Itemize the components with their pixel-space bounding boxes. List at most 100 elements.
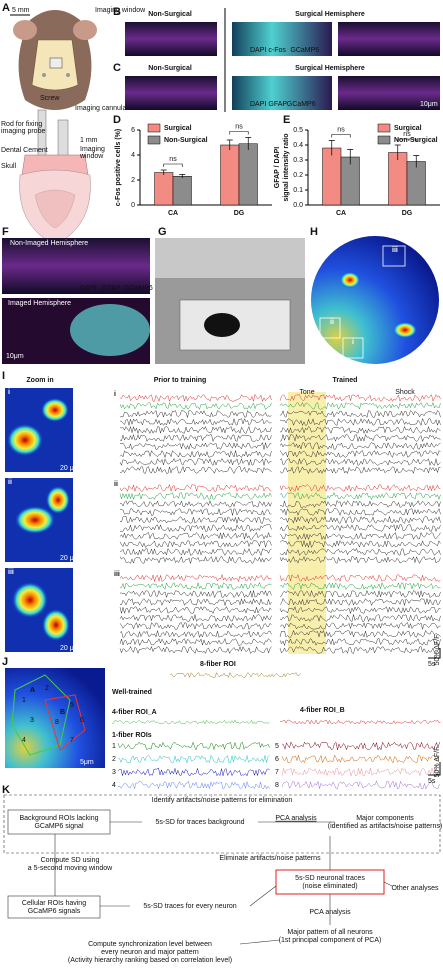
- label: 5s-SD neuronal traces: [295, 875, 365, 882]
- label: Other analyses: [391, 885, 439, 892]
- panel-label: C: [113, 62, 121, 74]
- bar: [173, 176, 191, 205]
- y-axis-label: GFAP / DAPI: [274, 147, 281, 189]
- bar: [389, 153, 407, 206]
- bar: [323, 148, 341, 205]
- legend-swatch: [378, 136, 390, 144]
- label: 3: [30, 717, 34, 724]
- label: 5 mm: [12, 7, 30, 14]
- trace: [120, 443, 272, 450]
- label: Non-Imaged Hemisphere: [10, 240, 88, 247]
- trace: [120, 591, 272, 598]
- trace: [118, 755, 270, 763]
- label: iii: [392, 247, 398, 254]
- label: 20 μm: [415, 353, 435, 360]
- trace: [120, 583, 272, 590]
- label: 10μm: [420, 101, 438, 108]
- trace: [120, 459, 272, 466]
- label: 2: [45, 685, 49, 692]
- bar: [239, 144, 257, 205]
- label: Imaged Hemisphere: [8, 300, 71, 307]
- bar: [407, 162, 425, 206]
- trace: [120, 411, 272, 418]
- y-tick-label: 0.0: [293, 202, 303, 209]
- label: Prior to training: [154, 377, 207, 384]
- trace: [120, 575, 272, 582]
- label: c-Fos: [268, 47, 286, 54]
- label: 1: [112, 743, 116, 750]
- label: 5: [275, 743, 279, 750]
- label: GFAP: [102, 285, 121, 292]
- label: Surgical Hemisphere: [295, 65, 365, 72]
- y-axis-label: c-Fos positive cells (%): [115, 129, 122, 206]
- label: Major components: [356, 815, 414, 822]
- trace: [120, 647, 272, 654]
- trace: [120, 525, 272, 532]
- trace: [120, 501, 272, 508]
- scale-label: 50% ΔF/F: [434, 747, 441, 778]
- label: GCaMP6 signal: [34, 823, 83, 830]
- label: 7: [70, 737, 74, 744]
- label: Screw: [40, 95, 60, 102]
- trace: [118, 742, 270, 750]
- label: 5s: [428, 778, 436, 785]
- bar: [155, 173, 173, 206]
- label: 6: [275, 756, 279, 763]
- legend-swatch: [378, 124, 390, 132]
- label: 5s-SD for traces background: [155, 819, 244, 826]
- label: Non-Surgical: [148, 11, 192, 18]
- label: Shock: [395, 389, 415, 396]
- trace: [120, 533, 272, 540]
- label: GFAP: [268, 101, 287, 108]
- trace: [120, 467, 272, 474]
- panel-label: E: [283, 114, 290, 126]
- label: iii: [8, 569, 14, 576]
- label: 20 μm: [60, 555, 80, 562]
- trace: [120, 549, 272, 556]
- label: 7: [275, 769, 279, 776]
- label: 8: [55, 719, 59, 726]
- label: PCA analysis: [309, 909, 351, 916]
- label: i: [114, 391, 116, 398]
- label: Major pattern of all neurons: [287, 929, 373, 936]
- y-tick-label: 4: [131, 152, 135, 159]
- trace: [120, 623, 272, 630]
- y-tick-label: 0.4: [293, 142, 303, 149]
- y-tick-label: 0.5: [293, 127, 303, 134]
- label: Identify artifacts/noise patterns for el…: [152, 797, 293, 804]
- label: (Activity hierarchy ranking based on cor…: [68, 957, 232, 964]
- label: 10μm: [6, 353, 24, 360]
- label: GCaMP6 signals: [28, 908, 81, 915]
- trace: [120, 485, 272, 492]
- label: i: [352, 339, 354, 346]
- trace: [120, 493, 272, 500]
- label: Compute SD using: [41, 857, 100, 864]
- label: GCaMP6: [124, 285, 153, 292]
- label: Compute synchronization level between: [88, 941, 212, 948]
- label: Well-trained: [112, 689, 152, 696]
- label: Imaging cannula: [75, 105, 126, 112]
- legend-label: Non-Surgical: [394, 137, 438, 144]
- trace: [120, 599, 272, 606]
- annotation: ns: [337, 126, 345, 133]
- label: DAPI: [250, 101, 266, 108]
- trace: [120, 435, 272, 442]
- label: window: [79, 153, 104, 160]
- legend-label: Surgical: [164, 125, 192, 132]
- panel-label: F: [2, 226, 9, 238]
- trace: [120, 615, 272, 622]
- trace: [118, 781, 270, 789]
- trace: [120, 639, 272, 646]
- panel-label: J: [2, 656, 8, 668]
- label: Trained: [333, 377, 358, 384]
- legend-label: Non-Surgical: [164, 137, 208, 144]
- x-tick-label: DG: [234, 210, 245, 217]
- label: 1: [22, 697, 26, 704]
- bar: [221, 145, 239, 205]
- trace: [170, 673, 301, 678]
- y-tick-label: 6: [131, 127, 135, 134]
- panel-label: G: [158, 226, 167, 238]
- label: Background ROIs lacking: [20, 815, 99, 822]
- panel-label: D: [113, 114, 121, 126]
- y-tick-label: 0.3: [293, 157, 303, 164]
